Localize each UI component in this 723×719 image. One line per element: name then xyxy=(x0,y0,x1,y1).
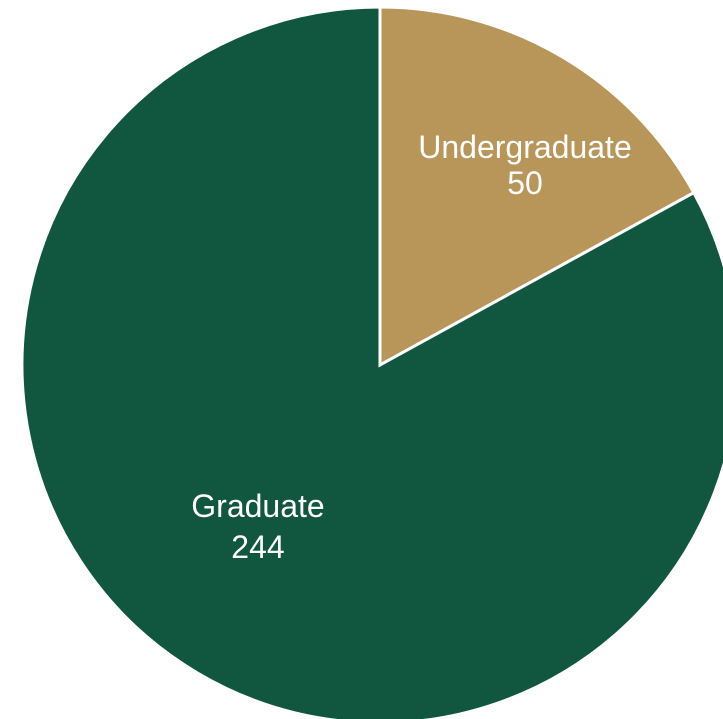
pie-slice-undergraduate xyxy=(378,5,696,368)
slice-value-graduate: 244 xyxy=(231,529,284,565)
pie-slice-graduate xyxy=(20,5,723,719)
pie-slices xyxy=(20,5,723,719)
slice-label-undergraduate: Undergraduate xyxy=(418,129,631,165)
slice-value-undergraduate: 50 xyxy=(507,165,543,201)
slice-label-graduate: Graduate xyxy=(191,488,324,524)
pie-labels: Undergraduate 50 Graduate 244 xyxy=(191,129,631,565)
